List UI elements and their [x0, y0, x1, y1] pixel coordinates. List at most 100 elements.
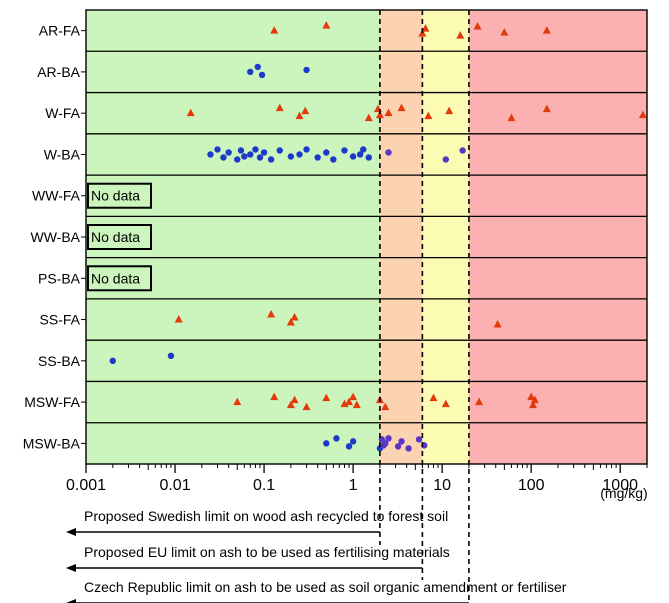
fly-ash-point: [375, 110, 384, 119]
bottom-ash-point: [258, 71, 266, 79]
limit-label: Czech Republic limit on ash to be used a…: [84, 579, 567, 595]
bottom-ash-point: [247, 151, 254, 158]
bottom-ash-point: [394, 443, 402, 450]
category-row-separators: [86, 50, 647, 424]
fly-ash-point: [270, 392, 279, 401]
category-label: MSW-BA: [23, 435, 81, 451]
fly-ash-point: [286, 400, 295, 409]
fly-ash-point: [174, 315, 183, 323]
bottom-ash-point: [214, 146, 221, 153]
fly-ash-point: [638, 110, 647, 119]
limit-annotations: Proposed Swedish limit on wood ash recyc…: [66, 10, 567, 603]
fly-ash-point: [322, 21, 331, 29]
bottom-ash-point: [323, 149, 330, 156]
no-data-box: [87, 224, 152, 250]
bottom-ash-point: [459, 147, 466, 154]
fly-ash-point: [295, 111, 304, 120]
x-axis: 0.001 0.01 0.1 1 10 100 1000: [66, 464, 648, 494]
limit-label: Proposed Swedish limit on wood ash recyc…: [84, 508, 448, 524]
fly-ash-point: [421, 24, 430, 32]
fly-ash-point: [340, 399, 349, 408]
fly-ash-point: [286, 318, 295, 326]
no-data-label: No data: [91, 270, 140, 286]
fly-ash-point: [233, 397, 242, 406]
bottom-ash-point: [254, 63, 261, 71]
no-data-label: No data: [91, 229, 140, 245]
fly-ash-point: [424, 111, 433, 120]
bottom-ash-point: [234, 156, 241, 163]
bottom-ash-point: [207, 151, 214, 158]
category-label: WW-FA: [32, 188, 81, 204]
fly-ash-point: [542, 26, 551, 34]
bottom-ash-point: [385, 149, 392, 156]
bottom-ash-point: [256, 154, 264, 161]
fly-ash-point: [445, 106, 454, 115]
bottom-ash-point: [341, 147, 348, 154]
bottom-ash-point: [360, 146, 367, 153]
fly-ash-point: [384, 108, 393, 117]
fly-ash-point: [542, 104, 551, 113]
no-data-box: [87, 182, 152, 209]
bottom-ash-point: [345, 443, 353, 450]
limit-arrow-head: [66, 599, 76, 603]
no-data-boxes: No data No data No data: [87, 182, 152, 292]
fly-ash-point: [527, 392, 536, 401]
fly-ash-point: [530, 395, 539, 404]
fly-ash-point: [441, 399, 450, 408]
fly-ash-point: [290, 395, 299, 404]
fly-ash-point: [500, 28, 509, 36]
fly-ash-point: [301, 106, 310, 115]
x-tick-label: 0.01: [159, 477, 190, 494]
category-label: SS-BA: [38, 353, 81, 369]
x-tick-label: 0.001: [66, 477, 106, 494]
fly-ash-point: [493, 320, 502, 328]
bottom-ash-point: [225, 149, 232, 156]
bottom-ash-point: [365, 154, 372, 161]
category-labels: AR-FA AR-BA W-FA W-BA WW-FA WW-BA PS-BA SS-FA SS…: [23, 23, 86, 451]
fly-ash-point: [473, 22, 482, 30]
fly-ash-point: [364, 113, 373, 122]
fly-ash-point: [302, 402, 311, 411]
bottom-ash-point: [252, 146, 259, 153]
x-tick-label: 1000: [602, 477, 638, 494]
no-data-label: No data: [91, 188, 140, 204]
x-tick-label: 0.1: [253, 477, 275, 494]
category-label: MSW-FA: [24, 394, 80, 410]
no-data-box: [87, 265, 152, 292]
limit-zones: [86, 10, 647, 464]
bottom-ash-point: [109, 357, 117, 365]
fly-ash-point: [352, 400, 361, 409]
bottom-ash-point: [267, 156, 275, 163]
category-label: PS-BA: [38, 270, 81, 286]
bottom-ash-point: [442, 156, 450, 163]
fly-ash-point: [456, 31, 465, 39]
fly-ash-point: [275, 103, 284, 112]
bottom-ash-point: [330, 156, 337, 163]
zone-3: [468, 10, 647, 464]
fly-ash-point: [429, 393, 438, 402]
bottom-ash-point: [314, 154, 321, 161]
fly-ash-point: [475, 397, 484, 406]
limit-arrow-head: [66, 528, 76, 536]
bottom-ash-point: [333, 435, 340, 442]
bottom-ash-point: [398, 438, 405, 445]
zone-0: [86, 10, 380, 464]
fly-ash-point: [349, 392, 358, 401]
fly-ash-point: [267, 310, 276, 318]
bottom-ash-point: [260, 149, 268, 156]
fly-ash-point: [322, 393, 331, 402]
category-label: WW-BA: [30, 229, 80, 245]
zone-1: [379, 10, 423, 464]
category-label: W-FA: [45, 105, 80, 121]
x-tick-label: 10: [433, 477, 451, 494]
zone-2: [422, 10, 469, 464]
bottom-ash-point: [167, 352, 175, 360]
bottom-ash-point: [220, 154, 227, 161]
category-label: SS-FA: [40, 312, 81, 328]
fly-ash-point: [529, 400, 538, 409]
data-points: [109, 21, 647, 452]
category-label: AR-FA: [39, 23, 81, 39]
x-tick-label: 100: [518, 477, 545, 494]
bottom-ash-point: [323, 440, 330, 447]
bottom-ash-point: [385, 435, 392, 442]
